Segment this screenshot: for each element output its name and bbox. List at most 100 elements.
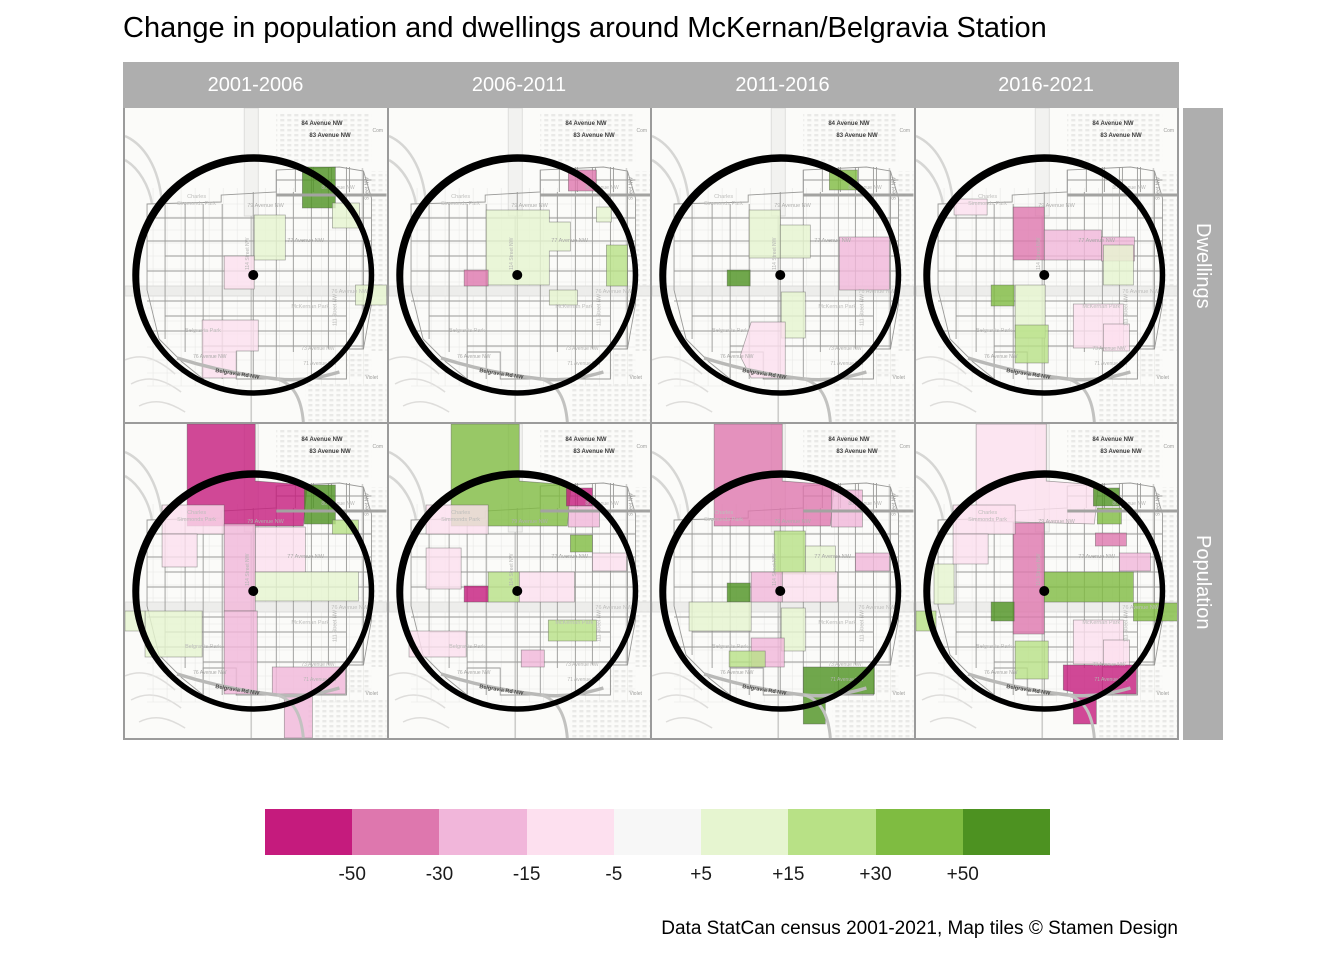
legend-tick-+5: +5 (690, 864, 712, 885)
svg-text:76 Avenue NW: 76 Avenue NW (1122, 605, 1159, 611)
svg-text:Charles: Charles (978, 194, 997, 200)
svg-text:Charles: Charles (978, 510, 997, 516)
station-marker (775, 270, 786, 280)
legend-swatch-5 (701, 809, 789, 855)
station-marker (511, 270, 522, 280)
tract-region (952, 533, 988, 565)
svg-text:80 Avenue NW: 80 Avenue NW (321, 185, 355, 191)
tract-region (839, 236, 890, 291)
river-valley-roads (652, 450, 691, 521)
ravine-contours (915, 356, 977, 413)
svg-text:McKernan Park: McKernan Park (818, 620, 856, 626)
svg-text:76 Avenue NW: 76 Avenue NW (595, 289, 632, 295)
road-belgravia-south (276, 377, 305, 422)
choropleth-regions (953, 198, 1135, 364)
facet-column-label-2016-2021: 2016-2021 (998, 74, 1094, 96)
svg-text:83 Avenue NW: 83 Avenue NW (309, 449, 351, 455)
station-marker (1038, 586, 1049, 596)
tract-region (779, 224, 811, 259)
svg-text:73 Avenue NW: 73 Avenue NW (1092, 662, 1126, 668)
tract-region (1132, 602, 1177, 622)
map-street-labels: 84 Avenue NW Com 83 Avenue NW 80 Avenue NW 7… (177, 437, 383, 697)
svg-text:76 Avenue NW: 76 Avenue NW (858, 289, 895, 295)
svg-text:77 Avenue NW: 77 Avenue NW (287, 554, 324, 560)
road-belgravia (703, 672, 867, 698)
map-street-labels: 84 Avenue NW Com 83 Avenue NW 80 Avenue NW 7… (177, 121, 383, 381)
tract-region (726, 269, 751, 287)
svg-text:111 Street NW: 111 Street NW (332, 610, 338, 642)
svg-text:76 Avenue NW: 76 Avenue NW (720, 354, 754, 360)
svg-text:83 Avenue NW: 83 Avenue NW (836, 133, 878, 139)
svg-text:84 Avenue NW: 84 Avenue NW (828, 121, 870, 127)
legend-swatch-0 (265, 809, 353, 855)
road-belgravia-south (276, 693, 305, 738)
legend-swatch-2 (439, 809, 527, 855)
svg-text:Belgravia Park: Belgravia Park (185, 328, 221, 334)
svg-text:114 Street NW: 114 Street NW (509, 237, 515, 270)
station-radius-circle-inner (399, 158, 637, 395)
facet-row-label-population: Population (1192, 535, 1214, 630)
facet-panel-population-2001-2006: 84 Avenue NW Com 83 Avenue NW 80 Avenue NW 7… (125, 424, 387, 738)
svg-text:80 Avenue NW: 80 Avenue NW (1112, 185, 1146, 191)
river-valley-roads (652, 134, 691, 205)
tract-region (1012, 522, 1045, 635)
svg-text:McKernan Park: McKernan Park (555, 620, 593, 626)
station-radius-circle-inner (135, 158, 373, 395)
tract-region (1012, 206, 1045, 261)
svg-text:76 Avenue NW: 76 Avenue NW (984, 670, 1018, 676)
ravine-contours (652, 672, 713, 729)
station-marker (775, 586, 786, 596)
svg-text:Com: Com (1163, 444, 1174, 450)
svg-text:84 Avenue NW: 84 Avenue NW (1092, 121, 1134, 127)
road-belgravia (703, 356, 867, 382)
tract-region (781, 571, 838, 603)
tract-region (990, 284, 1015, 307)
facet-grid: 84 Avenue NW Com 83 Avenue NW 80 Avenue NW 7… (123, 108, 1179, 740)
svg-text:Violet: Violet (1156, 691, 1169, 697)
svg-text:83 Avenue NW: 83 Avenue NW (573, 449, 615, 455)
svg-text:111 Street NW: 111 Street NW (1123, 294, 1129, 326)
svg-text:Com: Com (372, 444, 383, 450)
svg-text:Violet: Violet (365, 691, 378, 697)
svg-text:79 Avenue NW: 79 Avenue NW (511, 519, 548, 525)
svg-text:Street NW: Street NW (628, 493, 634, 516)
svg-text:Com: Com (636, 128, 647, 134)
map-street-labels: 84 Avenue NW Com 83 Avenue NW 80 Avenue NW 7… (968, 437, 1174, 697)
svg-text:Belgravia Park: Belgravia Park (712, 644, 748, 650)
svg-text:McKernan Park: McKernan Park (291, 620, 329, 626)
svg-text:73 Avenue NW: 73 Avenue NW (828, 346, 862, 352)
svg-text:71 Avenue NW: 71 Avenue NW (567, 361, 601, 367)
tract-region (748, 209, 781, 259)
svg-text:114 Street NW: 114 Street NW (509, 553, 515, 586)
river-valley-roads (125, 134, 164, 205)
tract-region (463, 269, 489, 287)
facet-panel-dwellings-2006-2011: 84 Avenue NW Com 83 Avenue NW 80 Avenue NW 7… (388, 108, 650, 422)
svg-text:71 Avenue NW: 71 Avenue NW (1094, 677, 1128, 683)
svg-text:Simmonds Park: Simmonds Park (177, 517, 216, 523)
ravine-contours (388, 672, 450, 729)
facet-row-label-dwellings: Dwellings (1192, 222, 1214, 309)
svg-text:77 Avenue NW: 77 Avenue NW (1078, 238, 1115, 244)
facet-column-strip: 2001-2006 2006-2011 2011-2016 2016-2021 (123, 62, 1179, 108)
svg-text:114 Street NW: 114 Street NW (245, 553, 251, 586)
tract-region (569, 534, 593, 553)
svg-text:Com: Com (1163, 128, 1174, 134)
station-marker (248, 270, 259, 280)
svg-text:79 Avenue NW: 79 Avenue NW (774, 519, 811, 525)
svg-text:77 Avenue NW: 77 Avenue NW (814, 554, 851, 560)
tract-region (1118, 552, 1151, 572)
svg-text:Violet: Violet (1156, 375, 1169, 381)
facet-panel-population-2016-2021: 84 Avenue NW Com 83 Avenue NW 80 Avenue NW 7… (915, 424, 1177, 738)
river-valley-roads (388, 134, 427, 205)
road-76-avenue-band (125, 285, 387, 297)
tract-region (425, 547, 461, 590)
svg-text:83 Avenue NW: 83 Avenue NW (1100, 449, 1142, 455)
svg-text:79 Avenue NW: 79 Avenue NW (1038, 203, 1075, 209)
svg-text:76 Avenue NW: 76 Avenue NW (858, 605, 895, 611)
station-marker (1038, 270, 1049, 280)
svg-text:73 Avenue NW: 73 Avenue NW (301, 662, 335, 668)
facet-panel-dwellings-2011-2016: 84 Avenue NW Com 83 Avenue NW 80 Avenue NW 7… (652, 108, 914, 422)
svg-text:83 Avenue NW: 83 Avenue NW (573, 133, 615, 139)
svg-text:73 Avenue NW: 73 Avenue NW (828, 662, 862, 668)
tract-region (591, 552, 627, 572)
